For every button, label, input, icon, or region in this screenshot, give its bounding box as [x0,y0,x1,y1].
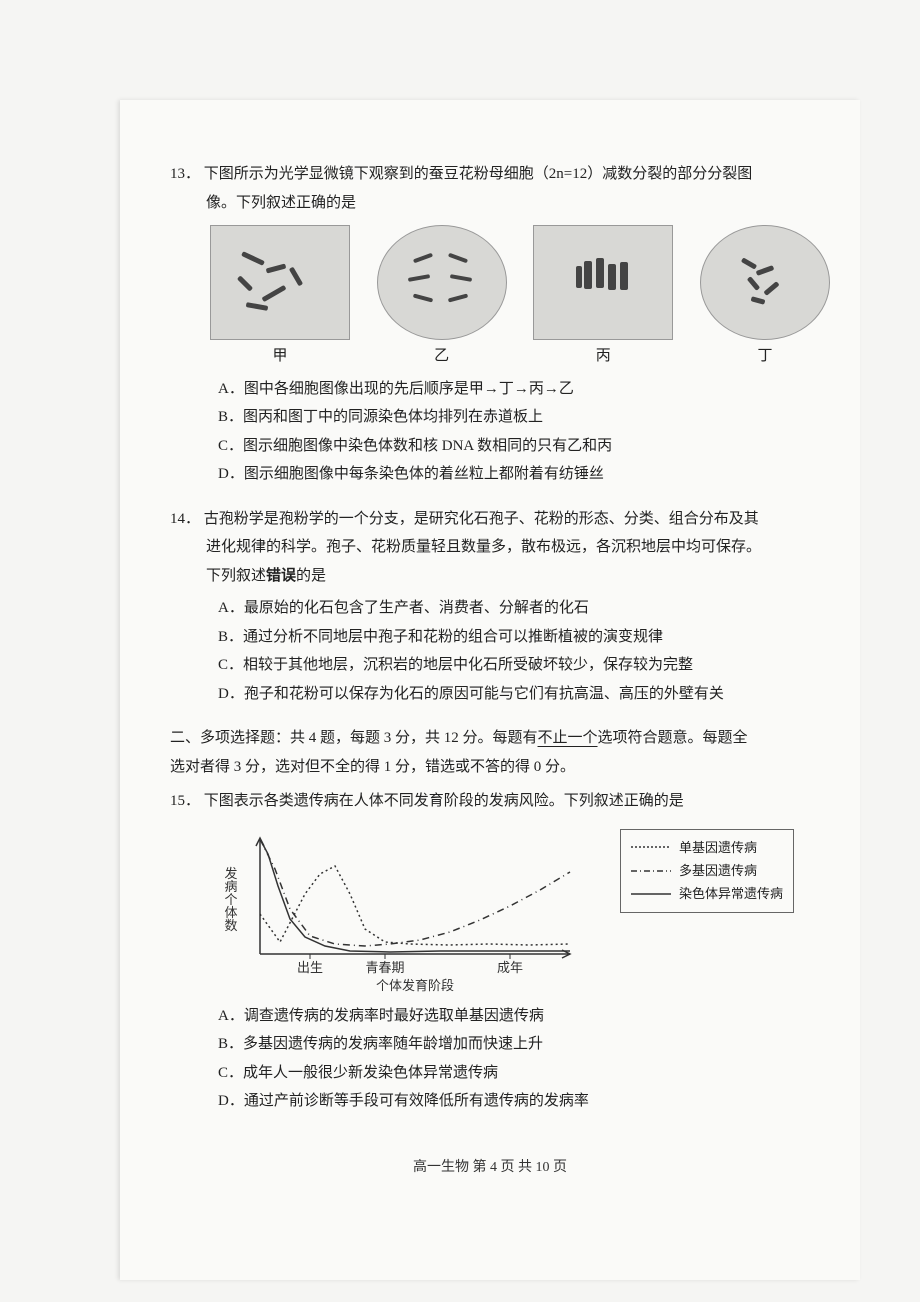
q13-option-a: A．图中各细胞图像出现的先后顺序是甲→丁→丙→乙 [218,375,810,404]
q13-img-4-label: 丁 [700,342,830,371]
cell-image-yi [377,225,507,340]
question-14: 14． 古孢粉学是孢粉学的一个分支，是研究化石孢子、花粉的形态、分类、组合分布及… [170,505,810,709]
svg-text:青春期: 青春期 [365,960,404,975]
q15-chart: 发病个体数出生 青春期 成年个体发育阶段 [210,824,590,994]
legend-label-2: 多基因遗传病 [679,859,757,882]
q14-stem-cont2: 下列叙述 [206,568,266,584]
q13-option-b: B．图丙和图丁中的同源染色体均排列在赤道板上 [218,403,810,432]
legend-line-solid [631,888,671,900]
section-2-header: 二、多项选择题：共 4 题，每题 3 分，共 12 分。每题有不止一个选项符合题… [170,724,810,781]
cell-image-ding [700,225,830,340]
q15-option-c: C．成年人一般很少新发染色体异常遗传病 [218,1059,810,1088]
legend-item-2: 多基因遗传病 [631,859,783,882]
q13-img-2: 乙 [377,225,507,371]
q15-number: 15． [170,793,200,809]
q14-option-c: C．相较于其他地层，沉积岩的地层中化石所受破坏较少，保存较为完整 [218,651,810,680]
legend-item-3: 染色体异常遗传病 [631,882,783,905]
section2-text3: 选对者得 3 分，选对但不全的得 1 分，错选或不答的得 0 分。 [170,753,810,782]
q15-options: A．调查遗传病的发病率时最好选取单基因遗传病 B．多基因遗传病的发病率随年龄增加… [170,1002,810,1116]
q13-img-3-label: 丙 [533,342,673,371]
q14-stem-cont-wrap: 下列叙述错误的是 [170,562,810,591]
page-footer: 高一生物 第 4 页 共 10 页 [170,1156,810,1176]
legend-item-1: 单基因遗传病 [631,836,783,859]
legend-label-3: 染色体异常遗传病 [679,882,783,905]
q15-option-b: B．多基因遗传病的发病率随年龄增加而快速上升 [218,1030,810,1059]
q15-option-d: D．通过产前诊断等手段可有效降低所有遗传病的发病率 [218,1087,810,1116]
legend-line-dotted [631,841,671,853]
q13-number: 13． [170,166,200,182]
q13-img-1-label: 甲 [210,342,350,371]
section2-text1: 二、多项选择题：共 4 题，每题 3 分，共 12 分。每题有 [170,730,538,746]
q13-img-4: 丁 [700,225,830,371]
q14-option-a: A．最原始的化石包含了生产者、消费者、分解者的化石 [218,594,810,623]
svg-text:发病个体数: 发病个体数 [223,865,238,931]
svg-text:成年: 成年 [497,960,523,975]
q13-stem: 下图所示为光学显微镜下观察到的蚕豆花粉母细胞（2n=12）减数分裂的部分分裂图 [204,166,752,182]
svg-text:出生: 出生 [297,960,323,975]
question-13: 13． 下图所示为光学显微镜下观察到的蚕豆花粉母细胞（2n=12）减数分裂的部分… [170,160,810,489]
q13-options: A．图中各细胞图像出现的先后顺序是甲→丁→丙→乙 B．图丙和图丁中的同源染色体均… [170,375,810,489]
q15-option-a: A．调查遗传病的发病率时最好选取单基因遗传病 [218,1002,810,1031]
cell-image-jia [210,225,350,340]
q13-stem-cont: 像。下列叙述正确的是 [170,189,810,218]
legend-label-1: 单基因遗传病 [679,836,757,859]
q13-img-2-label: 乙 [377,342,507,371]
q15-stem: 下图表示各类遗传病在人体不同发育阶段的发病风险。下列叙述正确的是 [204,793,684,809]
q14-option-b: B．通过分析不同地层中孢子和花粉的组合可以推断植被的演变规律 [218,623,810,652]
legend-line-dashdot [631,865,671,877]
section2-text2: 选项符合题意。每题全 [598,730,748,746]
q13-img-1: 甲 [210,225,350,371]
section2-underline: 不止一个 [538,730,598,746]
q15-legend: 单基因遗传病 多基因遗传病 染色体异常遗传病 [620,829,794,913]
question-15: 15． 下图表示各类遗传病在人体不同发育阶段的发病风险。下列叙述正确的是 发病个… [170,787,810,1116]
q14-stem-cont3: 的是 [296,568,326,584]
exam-page: 13． 下图所示为光学显微镜下观察到的蚕豆花粉母细胞（2n=12）减数分裂的部分… [120,100,860,1280]
q14-stem-cont1: 进化规律的科学。孢子、花粉质量轻且数量多，散布极远，各沉积地层中均可保存。 [170,533,810,562]
cell-image-bing [533,225,673,340]
q14-option-d: D．孢子和花粉可以保存为化石的原因可能与它们有抗高温、高压的外壁有关 [218,680,810,709]
q13-img-3: 丙 [533,225,673,371]
q13-option-c: C．图示细胞图像中染色体数和核 DNA 数相同的只有乙和丙 [218,432,810,461]
q14-options: A．最原始的化石包含了生产者、消费者、分解者的化石 B．通过分析不同地层中孢子和… [170,594,810,708]
q14-stem: 古孢粉学是孢粉学的一个分支，是研究化石孢子、花粉的形态、分类、组合分布及其 [204,511,759,527]
svg-text:个体发育阶段: 个体发育阶段 [376,978,454,993]
q14-stem-bold: 错误 [266,568,296,584]
q13-images: 甲 乙 [210,225,830,371]
q14-number: 14． [170,511,200,527]
q13-option-d: D．图示细胞图像中每条染色体的着丝粒上都附着有纺锤丝 [218,460,810,489]
q15-chart-container: 发病个体数出生 青春期 成年个体发育阶段 单基因遗传病 多基因遗传病 染色体异常遗传… [210,824,810,994]
